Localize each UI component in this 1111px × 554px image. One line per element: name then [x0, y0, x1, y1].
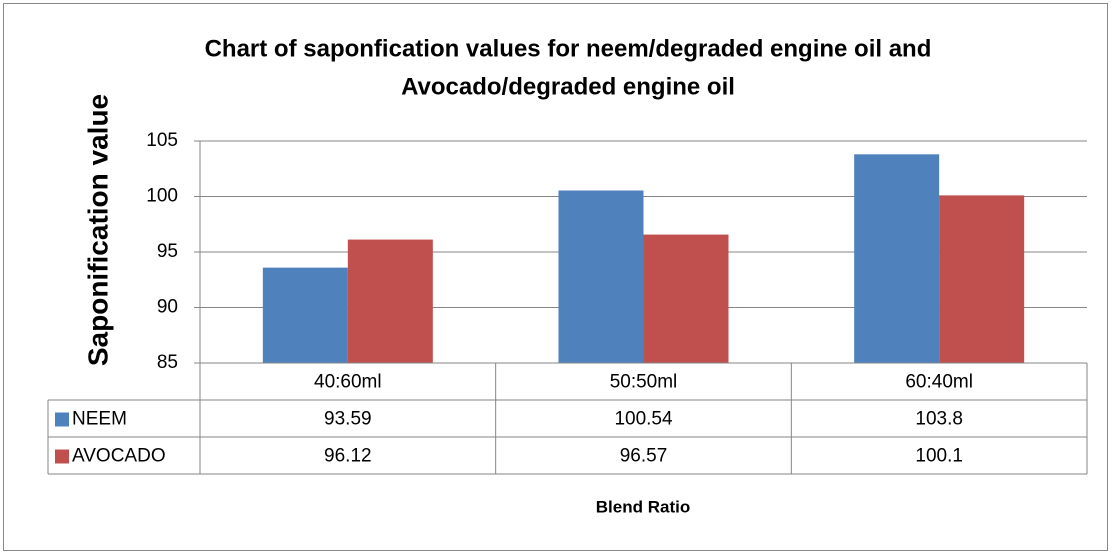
bar — [643, 234, 729, 363]
bar — [854, 154, 940, 363]
table-value: 100.1 — [915, 446, 963, 467]
bar — [262, 267, 348, 363]
y-tick-label: 85 — [157, 352, 178, 373]
table-value: 96.12 — [324, 446, 372, 467]
y-tick-label: 90 — [157, 297, 178, 318]
table-value: 100.54 — [614, 409, 673, 430]
legend-label: AVOCADO — [72, 446, 166, 467]
bar — [347, 239, 433, 363]
y-tick-label: 100 — [146, 186, 178, 207]
y-tick-label: 105 — [146, 130, 178, 151]
legend-key — [55, 449, 69, 464]
chart-title: Chart of saponfication values for neem/d… — [205, 35, 932, 62]
x-tick-label: 40:60ml — [314, 372, 382, 393]
legend-key — [55, 412, 69, 427]
bar — [558, 190, 644, 363]
x-tick-label: 60:40ml — [905, 372, 973, 393]
legend-label: NEEM — [72, 409, 127, 430]
table-value: 96.57 — [620, 446, 668, 467]
table-value: 103.8 — [915, 409, 963, 430]
chart-title: Avocado/degraded engine oil — [401, 73, 735, 100]
y-tick-label: 95 — [157, 241, 178, 262]
y-axis-label: Saponification value — [82, 94, 113, 366]
bar — [939, 195, 1025, 363]
table-value: 93.59 — [324, 409, 372, 430]
x-axis-label: Blend Ratio — [596, 497, 690, 516]
x-tick-label: 50:50ml — [610, 372, 678, 393]
